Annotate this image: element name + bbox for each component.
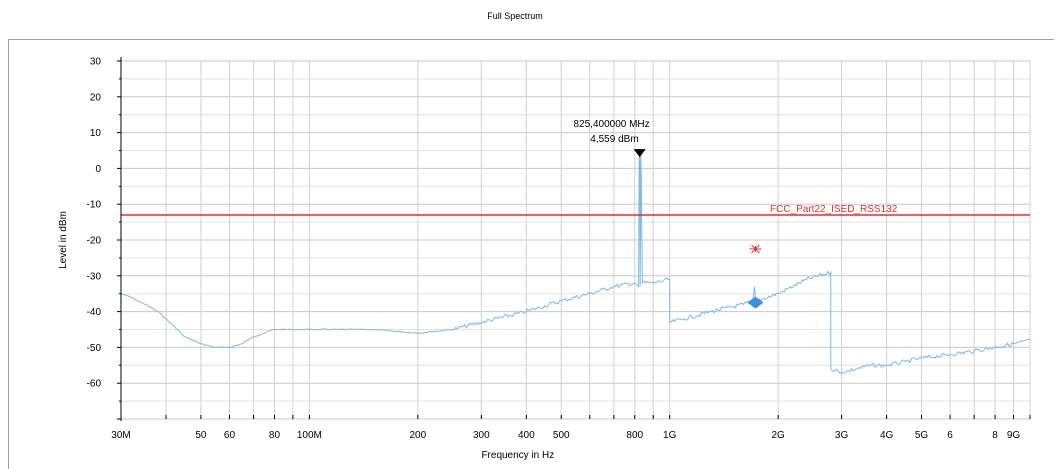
marker-level-label: 4,559 dBm	[590, 134, 638, 145]
x-tick-label: 4G	[880, 430, 894, 441]
grid-lines	[117, 60, 1031, 420]
y-tick-label: 0	[95, 164, 101, 175]
y-tick-label: -50	[87, 343, 102, 354]
x-tick-label: 60	[224, 430, 236, 441]
y-tick-label: -30	[87, 271, 102, 282]
x-tick-label: 8	[992, 430, 998, 441]
x-tick-label: 300	[473, 430, 490, 441]
x-tick-label: 6	[947, 430, 953, 441]
x-tick-label: 50	[195, 430, 207, 441]
y-tick-label: 20	[90, 92, 102, 103]
series-group	[120, 150, 1031, 375]
point-markers	[747, 244, 764, 309]
chart-frame	[8, 39, 1054, 469]
blue-diamond-marker	[747, 296, 764, 309]
x-tick-label: 3G	[835, 430, 849, 441]
y-tick-label: 30	[90, 57, 102, 68]
y-tick-label: -40	[87, 307, 102, 318]
x-tick-label: 2G	[771, 430, 785, 441]
x-tick-label: 80	[269, 430, 281, 441]
limit-line-label: FCC_Part22_ISED_RSS132	[770, 204, 898, 215]
marker-frequency-label: 825,400000 MHz	[573, 119, 649, 130]
x-tick-label: 500	[553, 430, 570, 441]
x-tick-label: 5G	[915, 430, 929, 441]
y-tick-label: 10	[90, 128, 102, 139]
x-tick-label: 1G	[663, 430, 677, 441]
x-tick-label: 100M	[297, 430, 322, 441]
x-axis-label: Frequency in Hz	[481, 450, 554, 460]
y-tick-label: -10	[87, 200, 102, 211]
y-tick-label: -20	[87, 236, 102, 247]
x-tick-label: 200	[410, 430, 427, 441]
y-tick-label: -60	[87, 379, 102, 390]
x-tick-label: 9G	[1007, 430, 1021, 441]
y-axis-label: Level in dBm	[58, 211, 69, 269]
marker-triangle	[633, 149, 646, 158]
x-tick-label: 30M	[111, 430, 130, 441]
tick-labels: 30 20 10 0 -10 -20 -30 -40 -50 -60 30M 50 60 80 100M 20…	[87, 57, 1021, 442]
x-tick-label: 400	[518, 430, 535, 441]
spectrum-trace	[120, 150, 1031, 375]
chart-title: Full Spectrum	[487, 11, 543, 21]
x-tick-label: 800	[626, 430, 643, 441]
